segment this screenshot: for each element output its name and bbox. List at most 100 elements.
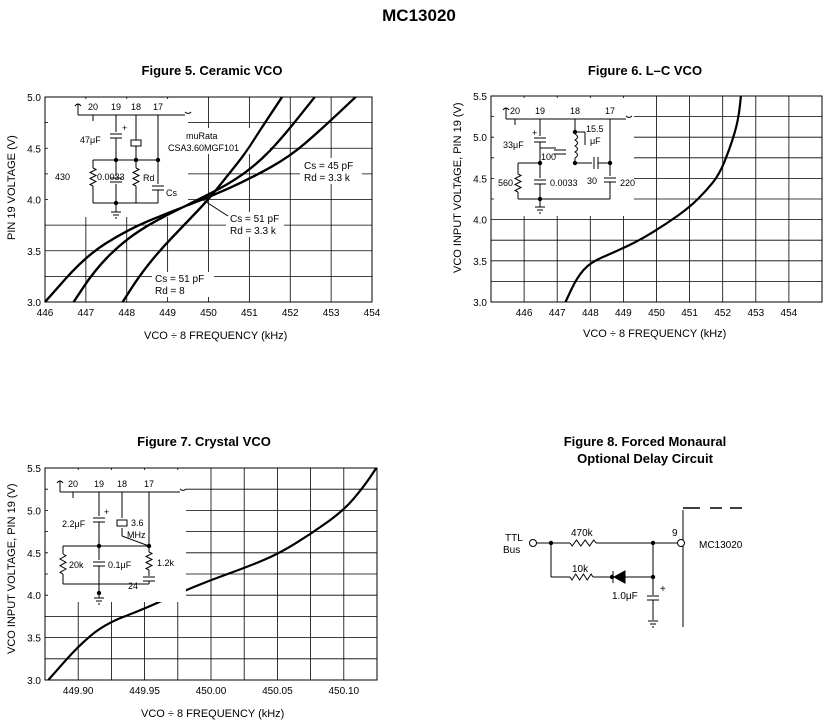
fig6-x-tick-label: 451 (681, 308, 698, 319)
fig6-y-tick-label: 5.5 (473, 92, 487, 103)
fig6-c3-label: 0.0033 (550, 178, 578, 188)
fig5-x-tick-label: 446 (37, 308, 54, 319)
fig5-x-tick-label: 452 (282, 308, 299, 319)
fig6-header-pin-20: 20 (510, 106, 520, 116)
fig7-xtal-label-1: 3.6 (131, 518, 144, 528)
fig6-header-pin-19: 19 (535, 106, 545, 116)
fig5-x-tick-label: 449 (159, 308, 176, 319)
fig5-plus-sign: + (122, 123, 127, 133)
fig6-x-tick-label: 447 (549, 308, 566, 319)
fig7-x-tick-label: 449.90 (63, 686, 94, 697)
fig5-rd-label: Rd (143, 173, 155, 183)
fig7-c3-label: 24 (128, 581, 138, 591)
fig8-bus-label: Bus (503, 545, 520, 556)
fig6-y-tick-label: 3.0 (473, 298, 487, 309)
fig5-series-overlay-2 (72, 96, 316, 303)
fig5-y-tick-label: 4.5 (27, 144, 41, 155)
fig6-cap2-label: 100 (541, 152, 556, 162)
fig5-x-tick-label: 454 (364, 308, 381, 319)
fig8-plus: + (660, 584, 666, 595)
fig5-x-tick-label: 450 (200, 308, 217, 319)
fig8-diode (612, 570, 626, 584)
fig6-x-tick-label: 448 (582, 308, 599, 319)
figure-6-title: Figure 6. L–C VCO (587, 63, 703, 78)
fig8-resistor-470k (569, 539, 597, 547)
fig5-resistor-rd (131, 167, 141, 187)
figure-5-x-axis-label: VCO ÷ 8 FREQUENCY (kHz) (144, 330, 288, 342)
fig5-schematic-background (48, 99, 188, 217)
fig5-crystal-name-2: CSA3.60MGF101 (168, 143, 239, 153)
fig7-r2-label: 1.2k (157, 558, 175, 568)
fig7-resistor-20k (58, 553, 68, 575)
fig6-plus: + (532, 128, 537, 138)
fig7-y-tick-label: 5.5 (27, 464, 41, 475)
fig5-header-pin-17: 17 (153, 102, 163, 112)
fig5-y-tick-label: 4.0 (27, 196, 41, 207)
fig5-header-break-right (184, 111, 192, 114)
fig7-xtal-label-2: MHz (127, 530, 146, 540)
fig7-header-pin-17: 17 (144, 479, 154, 489)
fig7-c2-label: 0.1μF (108, 560, 132, 570)
fig6-schematic-background (494, 98, 634, 216)
fig5-x-tick-label: 447 (78, 308, 95, 319)
fig6-header-pin-17: 17 (605, 106, 615, 116)
fig7-x-tick-label: 450.10 (329, 686, 360, 697)
fig6-header-pin-18: 18 (570, 106, 580, 116)
fig6-resistor-560 (513, 173, 523, 193)
fig5-annotation-bg-2 (226, 212, 284, 237)
fig7-plot-frame (44, 467, 378, 681)
fig6-y-tick-label: 4.0 (473, 216, 487, 227)
figure-5-title: Figure 5. Ceramic VCO (141, 63, 283, 78)
fig8-pin-label: 9 (672, 528, 678, 539)
fig6-plot-frame (490, 95, 823, 303)
fig5-series-overlay-3 (121, 96, 283, 303)
fig6-c5-label: 220 (620, 178, 635, 188)
fig5-annotation-1b: Rd = 3.3 k (304, 173, 351, 184)
fig8-node (650, 574, 656, 580)
figure-8-title-line2: Optional Delay Circuit (577, 451, 713, 466)
page-title: MC13020 (382, 6, 456, 25)
fig5-plot-frame (44, 96, 373, 303)
fig5-crystal-name-1: muRata (186, 131, 218, 141)
fig5-annotation-3a: Cs = 51 pF (155, 274, 204, 285)
fig5-annotation-2b: Rd = 3.3 k (230, 226, 277, 237)
fig5-cs-label: Cs (166, 188, 177, 198)
fig6-x-tick-label: 453 (747, 308, 764, 319)
fig6-ind-label-2: μF (590, 136, 601, 146)
figure-8-title: Figure 8. Forced Monaural Optional Delay… (505, 433, 785, 467)
fig7-x-tick-label: 450.05 (262, 686, 293, 697)
fig5-cap1-label: 47μF (80, 135, 101, 145)
fig8-resistor-10k (569, 573, 594, 581)
fig6-ind-label-1: 15.5 (586, 124, 604, 134)
fig5-y-tick-label: 3.5 (27, 247, 41, 258)
fig5-header-pin-19: 19 (111, 102, 121, 112)
fig6-c4-label: 30 (587, 176, 597, 186)
fig6-inductor (574, 133, 578, 159)
fig6-y-tick-label: 5.0 (473, 133, 487, 144)
fig8-input-terminal (529, 539, 537, 547)
fig5-annotation-1a: Cs = 45 pF (304, 161, 353, 172)
fig7-y-tick-label: 3.0 (27, 676, 41, 687)
fig5-x-tick-label: 453 (323, 308, 340, 319)
fig7-resistor-12k (144, 551, 154, 571)
fig7-header-pin-18: 18 (117, 479, 127, 489)
fig6-series-line-1 (564, 95, 742, 303)
fig6-y-tick-label: 4.5 (473, 174, 487, 185)
fig8-r1-label: 470k (571, 528, 594, 539)
fig8-r2-label: 10k (572, 564, 589, 575)
fig8-chip-label: MC13020 (699, 540, 743, 551)
fig5-annotation-2a: Cs = 51 pF (230, 214, 279, 225)
fig7-r1-label: 20k (69, 560, 84, 570)
fig7-y-tick-label: 3.5 (27, 634, 41, 645)
fig6-x-tick-label: 454 (781, 308, 798, 319)
fig5-x-tick-label: 448 (118, 308, 135, 319)
fig8-ttl-label: TTL (505, 533, 523, 544)
figure-7-title: Figure 7. Crystal VCO (137, 434, 271, 449)
fig6-x-tick-label: 450 (648, 308, 665, 319)
fig7-y-tick-label: 5.0 (27, 506, 41, 517)
figure-7-x-axis-label: VCO ÷ 8 FREQUENCY (kHz) (141, 708, 285, 720)
fig5-header-pin-20: 20 (88, 102, 98, 112)
